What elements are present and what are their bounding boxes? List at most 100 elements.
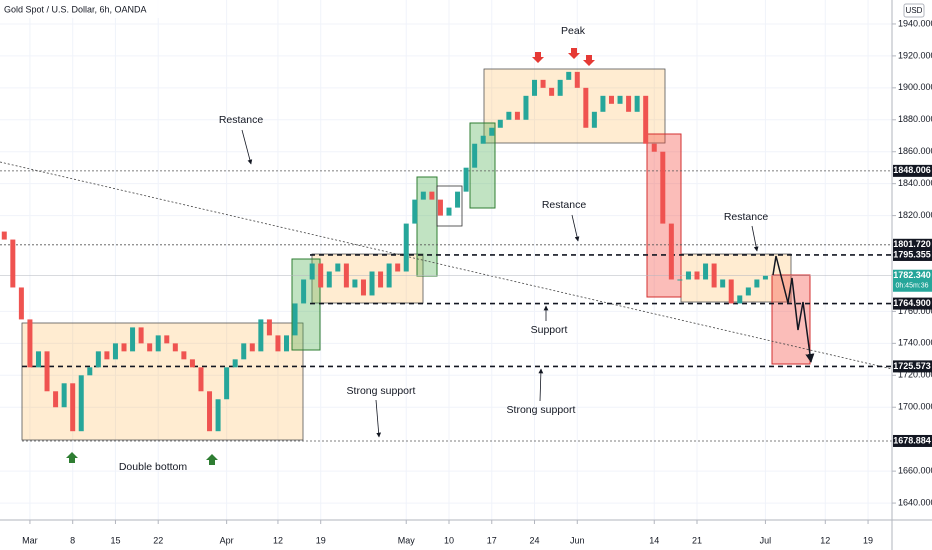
x-tick-label: Jul xyxy=(760,535,772,545)
candle-body xyxy=(480,135,486,144)
candle-body xyxy=(549,87,555,96)
candle-body xyxy=(224,367,230,400)
candle-body xyxy=(266,319,272,336)
candle-body xyxy=(147,343,153,352)
candles xyxy=(1,71,768,432)
candle-body xyxy=(241,343,247,360)
x-tick-label: 8 xyxy=(70,535,75,545)
candle-body xyxy=(745,287,751,296)
candle-body xyxy=(728,279,734,304)
candle-body xyxy=(215,399,221,432)
trend-line xyxy=(0,161,893,370)
candle-body xyxy=(275,335,281,352)
bottom-arrow xyxy=(66,452,78,463)
candle-body xyxy=(35,351,41,368)
y-tick-label: 1660.000 xyxy=(898,466,932,476)
candle-body xyxy=(506,111,512,120)
chart-title: Gold Spot / U.S. Dollar, 6h, OANDA xyxy=(4,4,147,14)
candle-body xyxy=(651,143,657,152)
candle-body xyxy=(455,191,461,208)
candle-body xyxy=(685,271,691,280)
peak-arrow xyxy=(532,52,544,63)
y-tick-label: 1900.000 xyxy=(898,82,932,92)
candle-body xyxy=(583,87,589,128)
candle-body xyxy=(207,391,213,432)
candle-body xyxy=(762,275,768,280)
peak-arrow xyxy=(568,48,580,59)
level-label: 1725.573 xyxy=(893,361,931,371)
annotation: Restance xyxy=(542,199,587,211)
y-tick-label: 1940.000 xyxy=(898,18,932,28)
candle-body xyxy=(711,263,717,288)
candle-body xyxy=(164,335,170,344)
candle-body xyxy=(155,335,161,352)
x-tick-label: 10 xyxy=(444,535,454,545)
projection-path xyxy=(772,255,815,363)
candle-body xyxy=(284,335,290,352)
candle-body xyxy=(677,279,683,281)
pointer xyxy=(571,214,580,242)
drop-box xyxy=(771,274,811,365)
pointer xyxy=(375,399,382,438)
annotation: Peak xyxy=(561,25,586,37)
range-box xyxy=(21,322,304,441)
y-tick-label: 1640.000 xyxy=(898,497,932,507)
level-label: 1848.006 xyxy=(893,165,931,175)
x-tick-label: 22 xyxy=(153,535,163,545)
candle-body xyxy=(1,231,7,240)
level-label-bg xyxy=(893,360,932,373)
signal-arrows xyxy=(66,48,595,465)
candle-body xyxy=(737,295,743,304)
candle-body xyxy=(326,271,332,288)
candle-body xyxy=(172,343,178,352)
candle-body xyxy=(352,279,358,288)
candle-body xyxy=(378,271,384,288)
candle-body xyxy=(437,199,443,216)
x-tick-label: 17 xyxy=(487,535,497,545)
annotation: Restance xyxy=(724,211,769,223)
level-label-bg xyxy=(893,164,932,177)
candle-body xyxy=(574,71,580,88)
candle-body xyxy=(540,79,546,88)
level-label: 1764.900 xyxy=(893,298,931,308)
candle-body xyxy=(446,207,452,216)
title-bg xyxy=(0,0,190,18)
y-tick-label: 1860.000 xyxy=(898,146,932,156)
x-tick-label: Jun xyxy=(570,535,585,545)
candle-body xyxy=(668,223,674,280)
candle-body xyxy=(27,319,33,368)
grid xyxy=(0,0,892,520)
candle-body xyxy=(70,383,76,432)
y-tick-label: 1840.000 xyxy=(898,178,932,188)
x-tick-label: 19 xyxy=(316,535,326,545)
candle-body xyxy=(643,95,649,144)
x-tick-label: May xyxy=(398,535,416,545)
candle-body xyxy=(600,95,606,112)
candle-body xyxy=(754,279,760,288)
candle-body xyxy=(360,279,366,296)
candle-body xyxy=(44,351,50,392)
y-tick-label: 1820.000 xyxy=(898,210,932,220)
candle-body xyxy=(608,95,614,104)
candle-body xyxy=(249,343,255,352)
candle-body xyxy=(532,79,538,96)
candle-body xyxy=(489,127,495,136)
y-tick-label: 1720.000 xyxy=(898,370,932,380)
candle-body xyxy=(694,271,700,280)
candle-body xyxy=(343,263,349,288)
x-tick-label: 12 xyxy=(820,535,830,545)
pullback-box xyxy=(436,185,463,227)
annotation: Strong support xyxy=(347,385,416,397)
pointer xyxy=(751,225,759,252)
level-label-bg xyxy=(893,238,932,251)
candle-body xyxy=(472,143,478,168)
currency-box xyxy=(903,3,925,18)
currency: USD xyxy=(906,6,923,15)
candle-body xyxy=(626,95,632,112)
candle-body xyxy=(634,95,640,112)
last-price-label: 1782.340 xyxy=(893,270,931,280)
y-tick-label: 1880.000 xyxy=(898,114,932,124)
candle-body xyxy=(130,327,136,352)
candle-body xyxy=(61,383,67,408)
candle-body xyxy=(557,79,563,96)
